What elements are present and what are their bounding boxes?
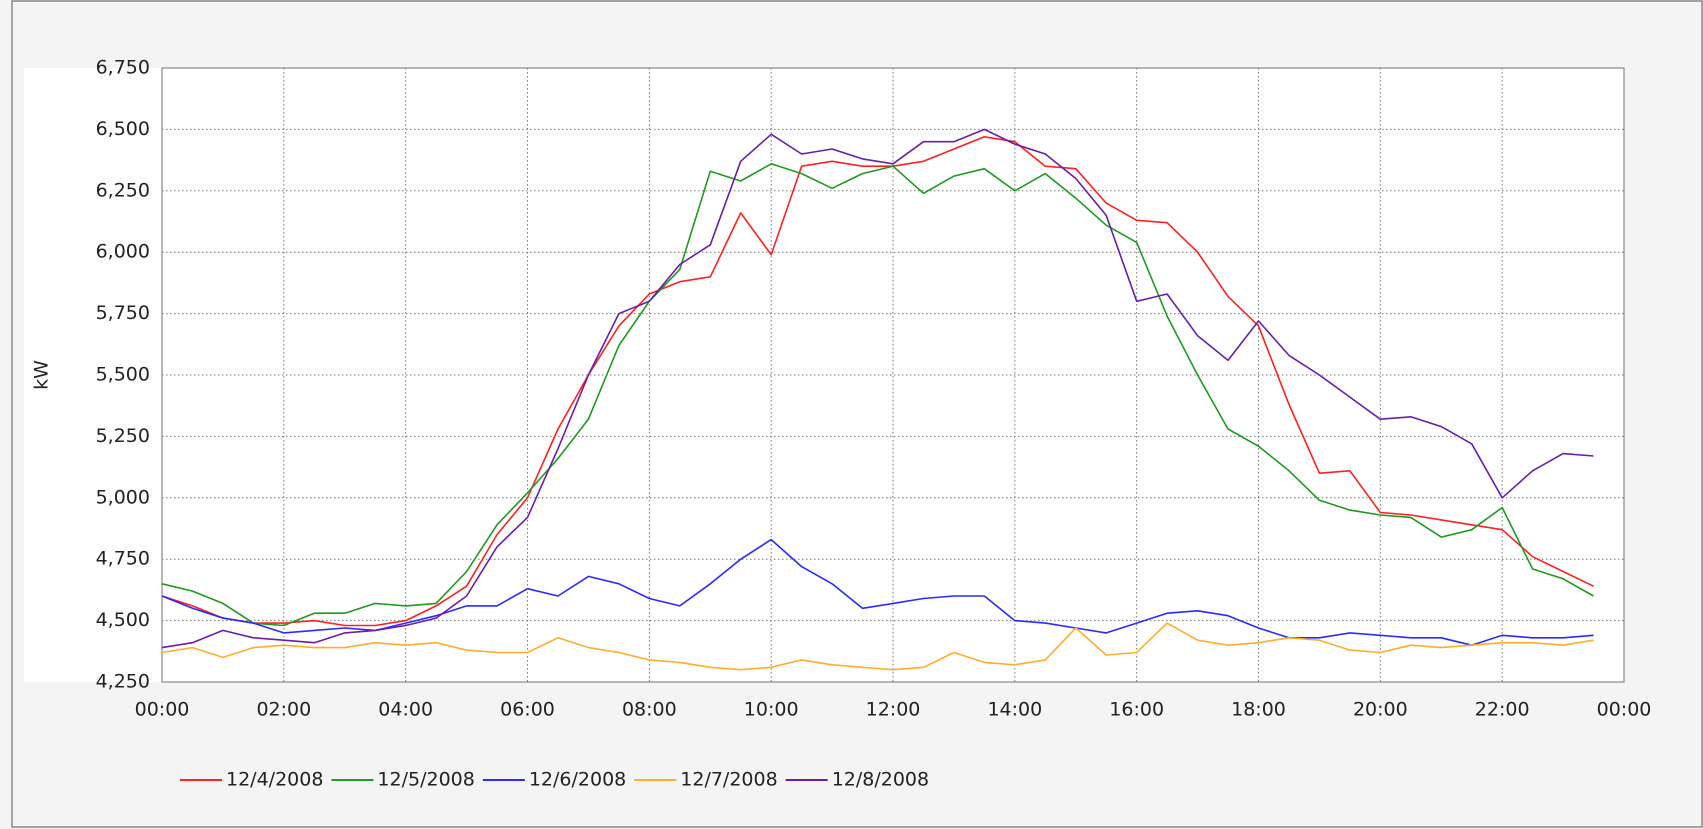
legend-label: 12/5/2008	[377, 769, 474, 791]
series-line	[161, 538, 1594, 646]
series-line	[161, 136, 1594, 627]
x-tick-label: 18:00	[1231, 699, 1286, 721]
y-tick-label: 4,250	[96, 671, 150, 693]
plot-border	[161, 67, 1625, 683]
y-tick-label: 4,750	[96, 548, 150, 570]
x-tick-label: 04:00	[378, 699, 433, 721]
series-line	[161, 128, 1594, 649]
y-tick-label: 6,000	[96, 241, 150, 263]
y-tick-label: 4,500	[96, 609, 150, 631]
y-tick-label: 6,250	[96, 179, 150, 201]
x-tick-label: 00:00	[135, 699, 190, 721]
y-tick-label: 5,250	[96, 425, 150, 447]
x-tick-label: 06:00	[500, 699, 555, 721]
x-tick-label: 12:00	[866, 699, 921, 721]
x-tick-label: 16:00	[1109, 699, 1164, 721]
legend-label: 12/7/2008	[680, 769, 777, 791]
y-tick-label: 6,500	[96, 118, 150, 140]
y-tick-label: 6,750	[96, 57, 150, 79]
x-tick-label: 02:00	[256, 699, 311, 721]
legend-label: 12/8/2008	[832, 769, 929, 791]
y-tick-label: 5,000	[96, 486, 150, 508]
x-tick-label: 00:00	[1597, 699, 1652, 721]
legend-label: 12/6/2008	[529, 769, 626, 791]
plot-background	[24, 68, 1624, 682]
x-tick-label: 10:00	[744, 699, 799, 721]
x-tick-label: 20:00	[1353, 699, 1408, 721]
y-tick-label: 5,500	[96, 364, 150, 386]
x-tick-label: 08:00	[622, 699, 677, 721]
x-tick-label: 22:00	[1475, 699, 1530, 721]
series-line	[161, 622, 1594, 671]
x-tick-label: 14:00	[987, 699, 1042, 721]
y-axis-label: kW	[31, 360, 53, 390]
y-tick-label: 5,750	[96, 302, 150, 324]
series-line	[161, 163, 1594, 627]
legend-label: 12/4/2008	[226, 769, 323, 791]
